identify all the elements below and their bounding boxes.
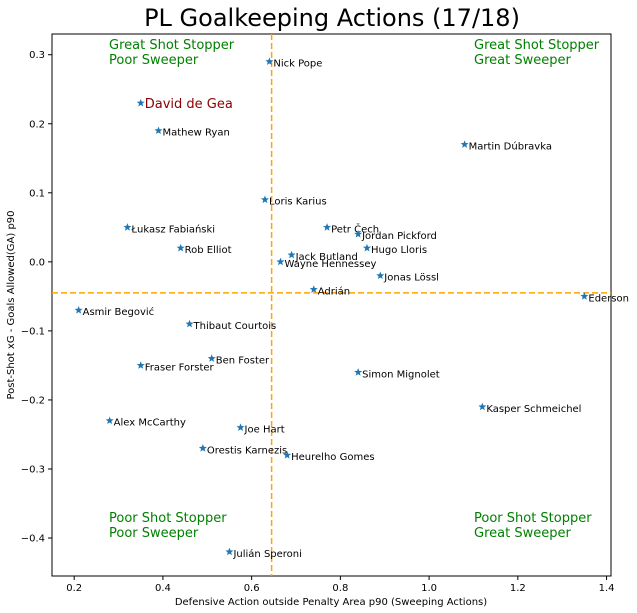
data-point bbox=[309, 285, 318, 293]
point-label: Heurelho Gomes bbox=[291, 452, 374, 463]
quadrant-label-top-left: Great Shot Stopper Poor Sweeper bbox=[109, 38, 235, 68]
x-tick-label: 1.0 bbox=[421, 583, 437, 594]
data-point bbox=[376, 271, 385, 280]
data-point bbox=[276, 257, 285, 266]
plot-layer: 0.2 0.4 0.6 0.8 1.0 1.2 1.4 0.3 0.2 0.1 0.0 −0.1 −0.… bbox=[21, 34, 629, 594]
x-tick-label: 0.6 bbox=[244, 583, 260, 594]
data-point bbox=[283, 450, 292, 459]
data-point bbox=[354, 230, 363, 238]
data-point bbox=[176, 243, 185, 252]
y-tick-label: −0.4 bbox=[21, 534, 45, 545]
x-tick-label: 0.2 bbox=[66, 583, 82, 594]
point-label: Simon Mignolet bbox=[362, 369, 440, 380]
x-axis-label: Defensive Action outside Penalty Area p9… bbox=[175, 597, 487, 608]
point-label: Joe Hart bbox=[244, 425, 285, 436]
data-point bbox=[154, 126, 163, 135]
data-point bbox=[136, 361, 145, 369]
data-point bbox=[198, 444, 207, 452]
point-label: Jack Butland bbox=[295, 252, 358, 263]
y-axis-label: Post-Shot xG - Goals Allowed(GA) p90 bbox=[6, 210, 17, 399]
x-tick-label: 0.4 bbox=[155, 583, 171, 594]
data-point bbox=[185, 319, 194, 328]
point-label: Kasper Schmeichel bbox=[486, 404, 581, 415]
point-label: Rob Elliot bbox=[185, 245, 232, 256]
point-label: Martin Dúbravka bbox=[469, 140, 552, 152]
data-point bbox=[74, 305, 83, 314]
point-label: Fraser Forster bbox=[145, 362, 215, 373]
point-label: Asmir Begović bbox=[83, 306, 155, 318]
data-point bbox=[236, 423, 245, 431]
data-point bbox=[105, 416, 114, 425]
data-point bbox=[123, 223, 132, 231]
point-label: Nick Pope bbox=[273, 59, 322, 70]
y-tick-label: 0.0 bbox=[29, 257, 45, 268]
point-label: Adrián bbox=[318, 285, 350, 297]
point-label: Mathew Ryan bbox=[162, 128, 229, 139]
point-label: Łukasz Fabiański bbox=[130, 223, 215, 235]
point-label: Ederson bbox=[588, 293, 629, 304]
point-label: David de Gea bbox=[145, 97, 233, 112]
point-label: Jordan Pickford bbox=[361, 231, 437, 242]
point-label: Loris Karius bbox=[269, 197, 327, 208]
point-label: Orestis Karnezis bbox=[207, 445, 287, 456]
quadrant-label-top-right: Great Shot Stopper Great Sweeper bbox=[474, 38, 600, 68]
quadrant-label-bottom-left: Poor Shot Stopper Poor Sweeper bbox=[109, 511, 227, 541]
point-label: Wayne Hennessey bbox=[284, 259, 376, 270]
point-label: Jonas Lössl bbox=[383, 273, 439, 284]
point-label: Thibaut Courtois bbox=[193, 321, 277, 332]
data-point bbox=[287, 250, 296, 259]
point-label: Petr Čech bbox=[331, 222, 379, 235]
data-point bbox=[580, 292, 589, 300]
y-tick-label: 0.2 bbox=[29, 119, 45, 130]
y-tick-label: −0.3 bbox=[21, 464, 45, 475]
data-point bbox=[354, 368, 363, 376]
data-point bbox=[207, 354, 216, 362]
data-point bbox=[265, 57, 274, 66]
x-tick-label: 1.4 bbox=[599, 583, 615, 594]
data-point bbox=[260, 195, 269, 204]
data-point bbox=[460, 140, 469, 148]
chart-title: PL Goalkeeping Actions (17/18) bbox=[144, 4, 520, 32]
point-label: Alex McCarthy bbox=[114, 418, 186, 429]
x-tick-label: 1.2 bbox=[510, 583, 526, 594]
y-tick-label: −0.2 bbox=[21, 395, 45, 406]
quadrant-label-bottom-right: Poor Shot Stopper Great Sweeper bbox=[474, 511, 592, 541]
y-tick-label: 0.1 bbox=[29, 188, 45, 199]
data-point bbox=[363, 243, 371, 252]
x-tick-label: 0.8 bbox=[332, 583, 348, 594]
data-point bbox=[478, 402, 487, 411]
point-label: Hugo Lloris bbox=[371, 245, 427, 256]
plot-frame bbox=[51, 33, 612, 577]
data-point bbox=[225, 547, 234, 556]
point-label: Julián Speroni bbox=[232, 548, 301, 560]
point-label: Ben Foster bbox=[216, 356, 270, 367]
y-tick-label: −0.1 bbox=[21, 326, 45, 337]
data-point bbox=[323, 223, 332, 231]
data-point bbox=[136, 98, 145, 107]
y-tick-label: 0.3 bbox=[29, 50, 45, 61]
